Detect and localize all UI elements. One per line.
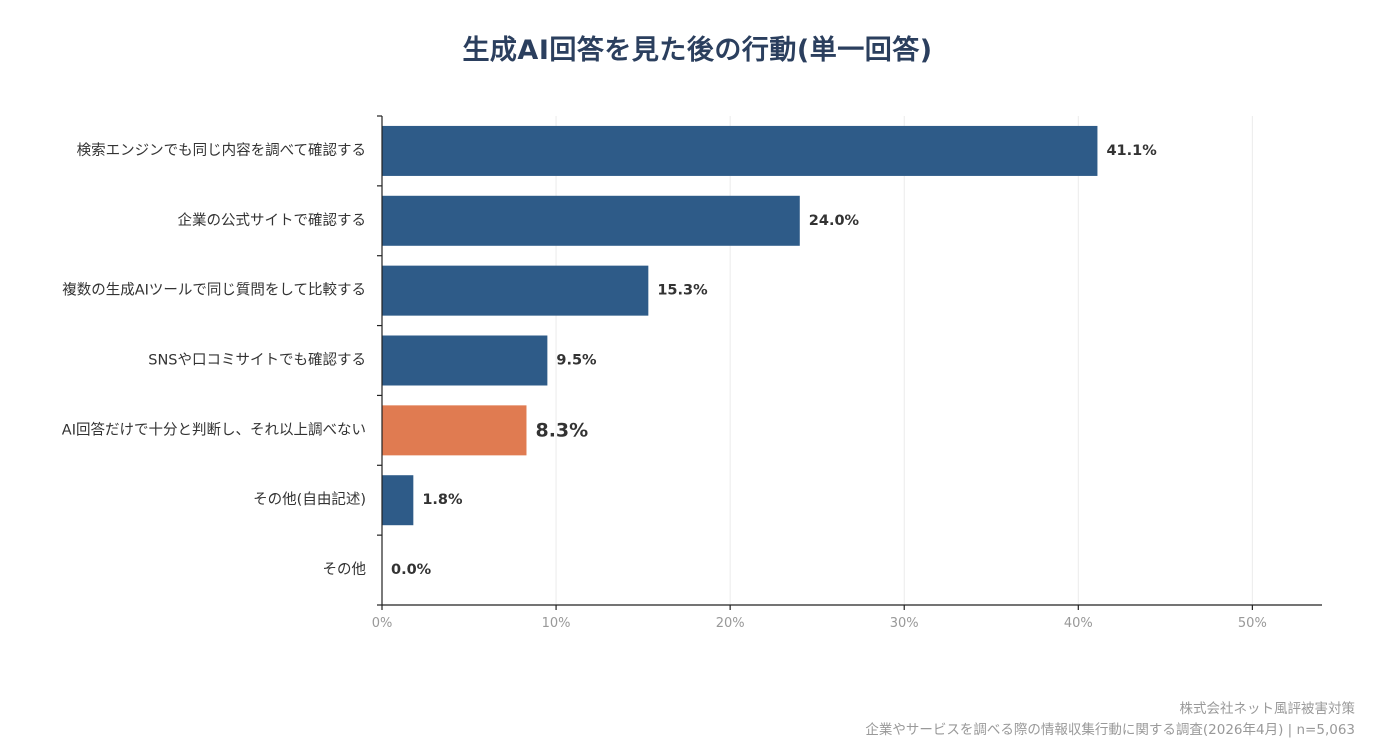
bar (382, 265, 649, 316)
bar (382, 475, 414, 526)
footer-survey: 企業やサービスを調べる際の情報収集行動に関する調査(2026年4月) | n=5… (865, 722, 1355, 738)
value-label: 24.0% (809, 213, 860, 229)
chart-title: 生成AI回答を見た後の行動(単一回答) (462, 35, 933, 66)
x-tick-label: 30% (890, 616, 919, 631)
footer-source: 株式会社ネット風評被害対策 (1179, 701, 1356, 717)
value-label: 0.0% (391, 562, 432, 578)
bar (382, 405, 527, 456)
x-tick-label: 0% (372, 616, 393, 631)
bar-chart: 検索エンジンでも同じ内容を調べて確認する 41.1% 企業の公式サイトで確認する 24… (62, 115, 1322, 631)
value-label: 1.8% (422, 492, 463, 508)
category-label: 複数の生成AIツールで同じ質問をして比較する (62, 281, 366, 299)
category-label: SNSや口コミサイトでも確認する (148, 352, 366, 369)
category-label: その他 (323, 561, 367, 578)
bar (382, 195, 800, 246)
value-label: 8.3% (535, 419, 588, 441)
x-tick-label: 50% (1238, 616, 1267, 631)
value-label: 41.1% (1106, 143, 1157, 159)
value-label: 15.3% (657, 283, 708, 299)
category-label: 企業の公式サイトで確認する (178, 211, 367, 229)
bar (382, 125, 1098, 176)
category-label: その他(自由記述) (253, 491, 366, 508)
x-tick-label: 40% (1064, 616, 1093, 631)
x-tick-label: 10% (542, 616, 571, 631)
bar (382, 335, 548, 386)
category-label: AI回答だけで十分と判断し、それ以上調べない (62, 421, 366, 438)
category-label: 検索エンジンでも同じ内容を調べて確認する (77, 142, 366, 159)
value-label: 9.5% (556, 353, 597, 369)
x-tick-label: 20% (716, 616, 745, 631)
